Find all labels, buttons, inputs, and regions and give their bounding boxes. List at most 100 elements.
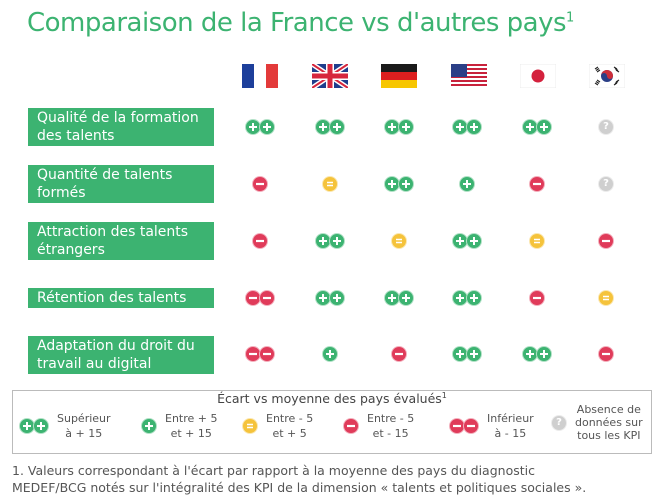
legend-item-text: Absence de données sur tous les KPI xyxy=(575,403,643,442)
page-title: Comparaison de la France vs d'autres pay… xyxy=(27,8,574,38)
row-label-text: Quantité de talents formés xyxy=(37,167,173,201)
rating-cell xyxy=(369,342,429,366)
equal-icon xyxy=(322,176,338,192)
legend-item-line: Entre - 5 xyxy=(367,412,415,425)
minus-icon xyxy=(391,346,407,362)
france-flag-icon xyxy=(242,64,278,88)
rating-cell xyxy=(507,342,567,366)
legend-item-text: Entre + 5 et + 15 xyxy=(165,411,218,441)
row-label-quantite-talents: Quantité de talents formés xyxy=(28,165,214,203)
usa-flag-icon xyxy=(451,64,487,88)
rating-cell xyxy=(230,229,290,253)
legend-item-text: Entre - 5 et - 15 xyxy=(367,411,414,441)
germany-flag-icon xyxy=(381,64,417,88)
legend-item-line: tous les KPI xyxy=(577,429,641,442)
row-label-text: Attraction des talents étrangers xyxy=(37,224,189,258)
legend-item-line: à + 15 xyxy=(65,427,103,440)
rating-cell xyxy=(230,115,290,139)
legend-item-text: Inférieur à - 15 xyxy=(487,411,534,441)
legend-item-line: à - 15 xyxy=(494,427,527,440)
double-plus-icon xyxy=(19,418,49,434)
title-text: Comparaison de la France vs d'autres pay… xyxy=(27,8,567,38)
row-label-text: Rétention des talents xyxy=(37,290,187,306)
rating-cell xyxy=(437,172,497,196)
rating-cell xyxy=(300,342,360,366)
rating-cell xyxy=(230,342,290,366)
legend-item-line: Entre - 5 xyxy=(266,412,314,425)
row-label-adaptation-droit: Adaptation du droit du travail au digita… xyxy=(28,336,214,374)
double-plus-icon xyxy=(522,346,552,362)
rating-cell xyxy=(369,172,429,196)
rating-cell xyxy=(230,286,290,310)
legend-item-text: Entre - 5 et + 5 xyxy=(266,411,313,441)
rating-cell xyxy=(576,286,636,310)
legend-title-text: Écart vs moyenne des pays évalués xyxy=(217,391,442,407)
rating-cell xyxy=(437,286,497,310)
double-plus-icon xyxy=(384,176,414,192)
double-plus-icon xyxy=(522,119,552,135)
legend-item: Entre - 5 et - 15 xyxy=(343,411,414,441)
rating-cell xyxy=(369,115,429,139)
minus-icon xyxy=(598,346,614,362)
plus-icon xyxy=(141,418,157,434)
double-plus-icon xyxy=(384,290,414,306)
rating-cell xyxy=(300,115,360,139)
legend-item: Entre - 5 et + 5 xyxy=(242,411,313,441)
minus-icon xyxy=(529,290,545,306)
footnote-line-1: 1. Valeurs correspondant à l'écart par r… xyxy=(12,463,535,478)
legend-title-footnote-marker: 1 xyxy=(441,391,447,400)
double-minus-icon xyxy=(449,418,479,434)
legend-title: Écart vs moyenne des pays évalués1 xyxy=(13,391,651,406)
double-plus-icon xyxy=(452,346,482,362)
footnote: 1. Valeurs correspondant à l'écart par r… xyxy=(12,462,657,496)
rating-cell xyxy=(230,172,290,196)
minus-icon xyxy=(252,233,268,249)
legend: Écart vs moyenne des pays évalués1 Supér… xyxy=(12,390,652,454)
minus-icon xyxy=(529,176,545,192)
double-minus-icon xyxy=(245,346,275,362)
rating-cell xyxy=(369,286,429,310)
japan-flag-icon xyxy=(520,64,556,88)
rating-cell xyxy=(576,342,636,366)
title-footnote-marker: 1 xyxy=(566,10,574,26)
legend-item-line: Inférieur xyxy=(487,412,534,425)
question-icon: ? xyxy=(598,119,614,135)
legend-item: Entre + 5 et + 15 xyxy=(141,411,218,441)
rating-cell xyxy=(369,229,429,253)
legend-item-line: Absence de xyxy=(576,403,641,416)
row-label-retention-talents: Rétention des talents xyxy=(28,288,214,308)
rating-cell xyxy=(507,115,567,139)
double-plus-icon xyxy=(245,119,275,135)
legend-item: Supérieur à + 15 xyxy=(19,411,111,441)
minus-icon xyxy=(598,233,614,249)
equal-icon xyxy=(529,233,545,249)
minus-icon xyxy=(252,176,268,192)
double-plus-icon xyxy=(452,290,482,306)
legend-item-line: Entre + 5 xyxy=(165,412,218,425)
rating-cell xyxy=(437,115,497,139)
row-label-qualite-formation: Qualité de la formation des talents xyxy=(28,108,214,146)
uk-flag-icon xyxy=(312,64,348,88)
double-plus-icon xyxy=(315,233,345,249)
double-plus-icon xyxy=(315,119,345,135)
legend-item-line: et + 5 xyxy=(272,427,307,440)
rating-cell: ? xyxy=(576,172,636,196)
legend-item: Inférieur à - 15 xyxy=(449,411,534,441)
question-icon: ? xyxy=(598,176,614,192)
legend-item-line: données sur xyxy=(575,416,643,429)
plus-icon xyxy=(322,346,338,362)
double-plus-icon xyxy=(384,119,414,135)
rating-cell xyxy=(507,286,567,310)
rating-cell xyxy=(576,229,636,253)
legend-item-text: Supérieur à + 15 xyxy=(57,411,111,441)
equal-icon xyxy=(242,418,258,434)
rating-cell xyxy=(437,229,497,253)
minus-icon xyxy=(343,418,359,434)
rating-cell xyxy=(507,172,567,196)
south-korea-flag-icon xyxy=(589,64,625,88)
question-icon: ? xyxy=(551,414,567,431)
rating-cell xyxy=(437,342,497,366)
rating-cell: ? xyxy=(576,115,636,139)
rating-cell xyxy=(300,172,360,196)
row-label-attraction-talents: Attraction des talents étrangers xyxy=(28,222,214,260)
